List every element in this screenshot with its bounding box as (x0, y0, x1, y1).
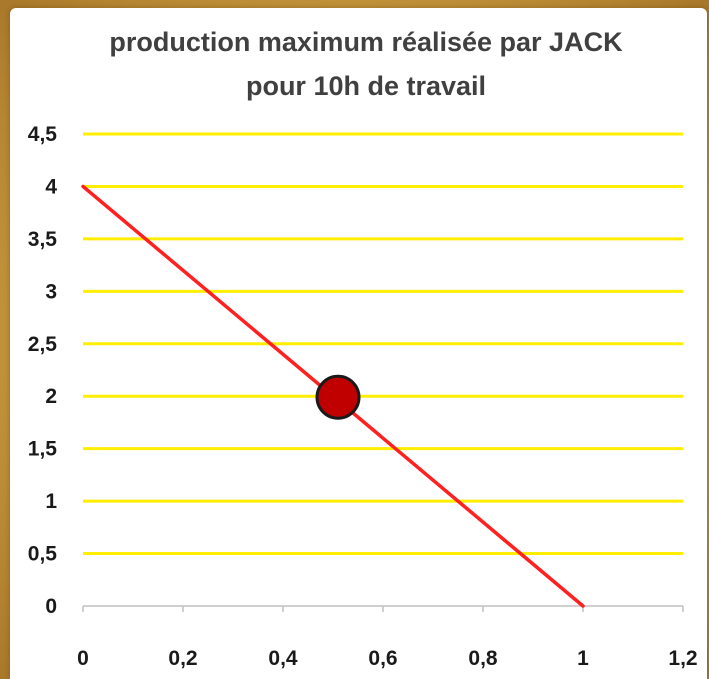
x-tick-label: 0,6 (368, 647, 397, 670)
y-tick-label: 4 (45, 175, 57, 198)
x-tick-label: 1 (577, 647, 589, 670)
y-tick-label: 3,5 (28, 228, 58, 251)
y-tick-label: 2,5 (28, 333, 58, 356)
x-tick-label: 0,8 (468, 647, 498, 670)
axes (82, 605, 684, 612)
y-tick-label: 4,5 (28, 123, 58, 146)
gridlines (83, 132, 683, 556)
y-tick-label: 0,5 (28, 543, 58, 566)
x-tick-labels: 0 0,2 0,4 0,6 0,8 1 1,2 (77, 647, 697, 670)
series (81, 184, 585, 608)
chart-title: production maximum réalisée par JACK (109, 27, 623, 57)
y-tick-label: 1,5 (28, 438, 58, 461)
x-tick-label: 0,4 (268, 647, 298, 670)
y-tick-label: 3 (45, 280, 57, 303)
y-tick-label: 2 (45, 385, 57, 408)
y-tick-label: 0 (45, 595, 57, 618)
y-tick-label: 1 (45, 490, 57, 513)
x-tick-label: 1,2 (668, 647, 697, 670)
x-tick-label: 0 (77, 647, 89, 670)
y-tick-labels: 0 0,5 1 1,5 2 2,5 3 3,5 4 4,5 (28, 123, 58, 618)
highlight-point (315, 374, 361, 420)
chart-subtitle: pour 10h de travail (246, 71, 486, 101)
x-tick-label: 0,2 (168, 647, 197, 670)
